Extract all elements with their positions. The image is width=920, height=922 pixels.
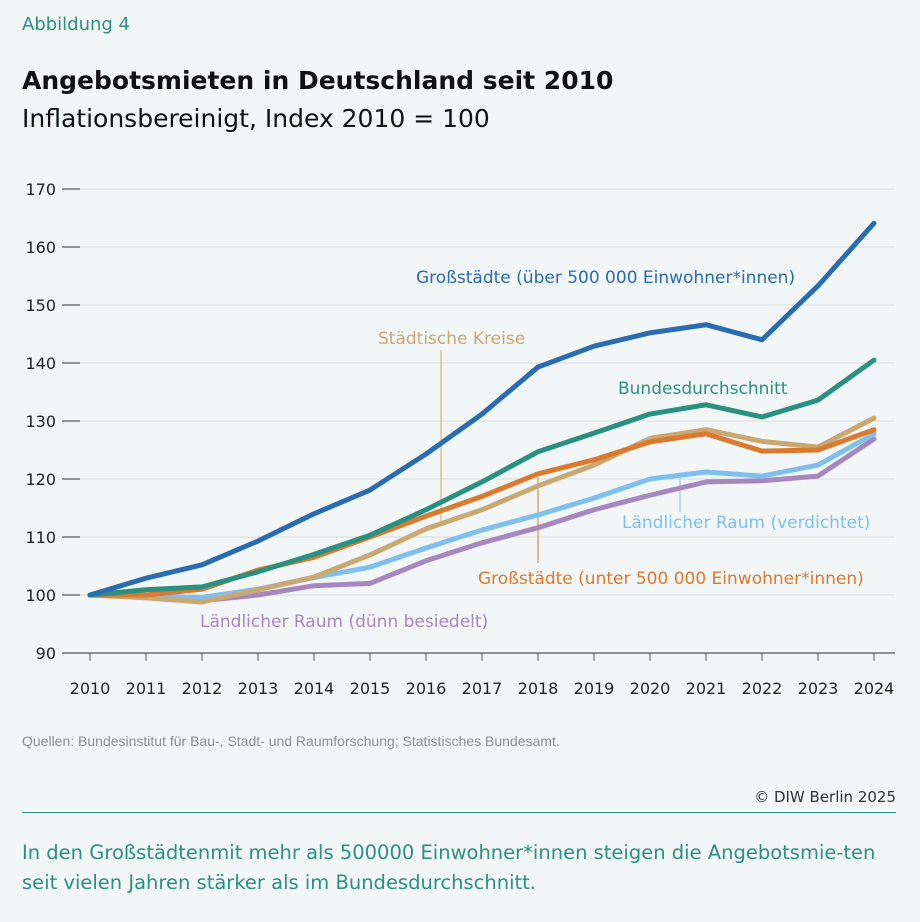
x-tick-label: 2015 <box>350 679 391 698</box>
series-label: Ländlicher Raum (verdichtet) <box>622 513 870 533</box>
series-label: Großstädte (über 500 000 Einwohner*innen… <box>416 268 795 288</box>
x-tick-label: 2017 <box>462 679 503 698</box>
y-tick-label: 90 <box>36 644 56 663</box>
x-tick-label: 2016 <box>406 679 447 698</box>
y-tick-label: 160 <box>25 238 56 257</box>
series-label: Großstädte (unter 500 000 Einwohner*inne… <box>478 569 864 589</box>
x-tick-label: 2022 <box>742 679 783 698</box>
copyright: © DIW Berlin 2025 <box>754 788 896 806</box>
series-line <box>87 415 877 605</box>
x-tick-label: 2018 <box>518 679 559 698</box>
series-label: Städtische Kreise <box>378 329 525 349</box>
line-chart: 90 100 110 120 130 140 150 160 170 2010 2011 2012 20… <box>25 180 895 698</box>
y-tick-label: 170 <box>25 180 56 199</box>
x-tick-label: 2011 <box>126 679 167 698</box>
x-tick-label: 2010 <box>70 679 111 698</box>
divider <box>22 812 896 813</box>
y-tick-label: 120 <box>25 470 56 489</box>
x-tick-label: 2014 <box>294 679 335 698</box>
x-tick-label: 2021 <box>686 679 727 698</box>
y-tick-label: 140 <box>25 354 56 373</box>
x-tick-label: 2012 <box>182 679 223 698</box>
caption-note: In den Großstädtenmit mehr als 500000 Ei… <box>22 841 876 894</box>
y-tick-label: 150 <box>25 296 56 315</box>
y-tick-label: 100 <box>25 586 56 605</box>
y-tick-label: 130 <box>25 412 56 431</box>
figure-label: Abbildung 4 <box>22 14 131 35</box>
x-tick-label: 2024 <box>854 679 895 698</box>
x-tick-label: 2019 <box>574 679 615 698</box>
series-line <box>87 220 877 598</box>
x-tick-label: 2023 <box>798 679 839 698</box>
series-label: Ländlicher Raum (dünn besiedelt) <box>200 612 488 632</box>
y-tick-label: 110 <box>25 528 56 547</box>
chart-subtitle: Inflationsbereinigt, Index 2010 = 100 <box>22 104 490 133</box>
series-line <box>87 357 877 598</box>
chart-title: Angebotsmieten in Deutschland seit 2010 <box>22 66 614 95</box>
source-note: Quellen: Bundesinstitut für Bau-, Stadt-… <box>22 733 560 749</box>
series-label: Bundesdurchschnitt <box>618 379 788 399</box>
series-line <box>87 431 877 600</box>
x-tick-label: 2020 <box>630 679 671 698</box>
x-tick-label: 2013 <box>238 679 279 698</box>
